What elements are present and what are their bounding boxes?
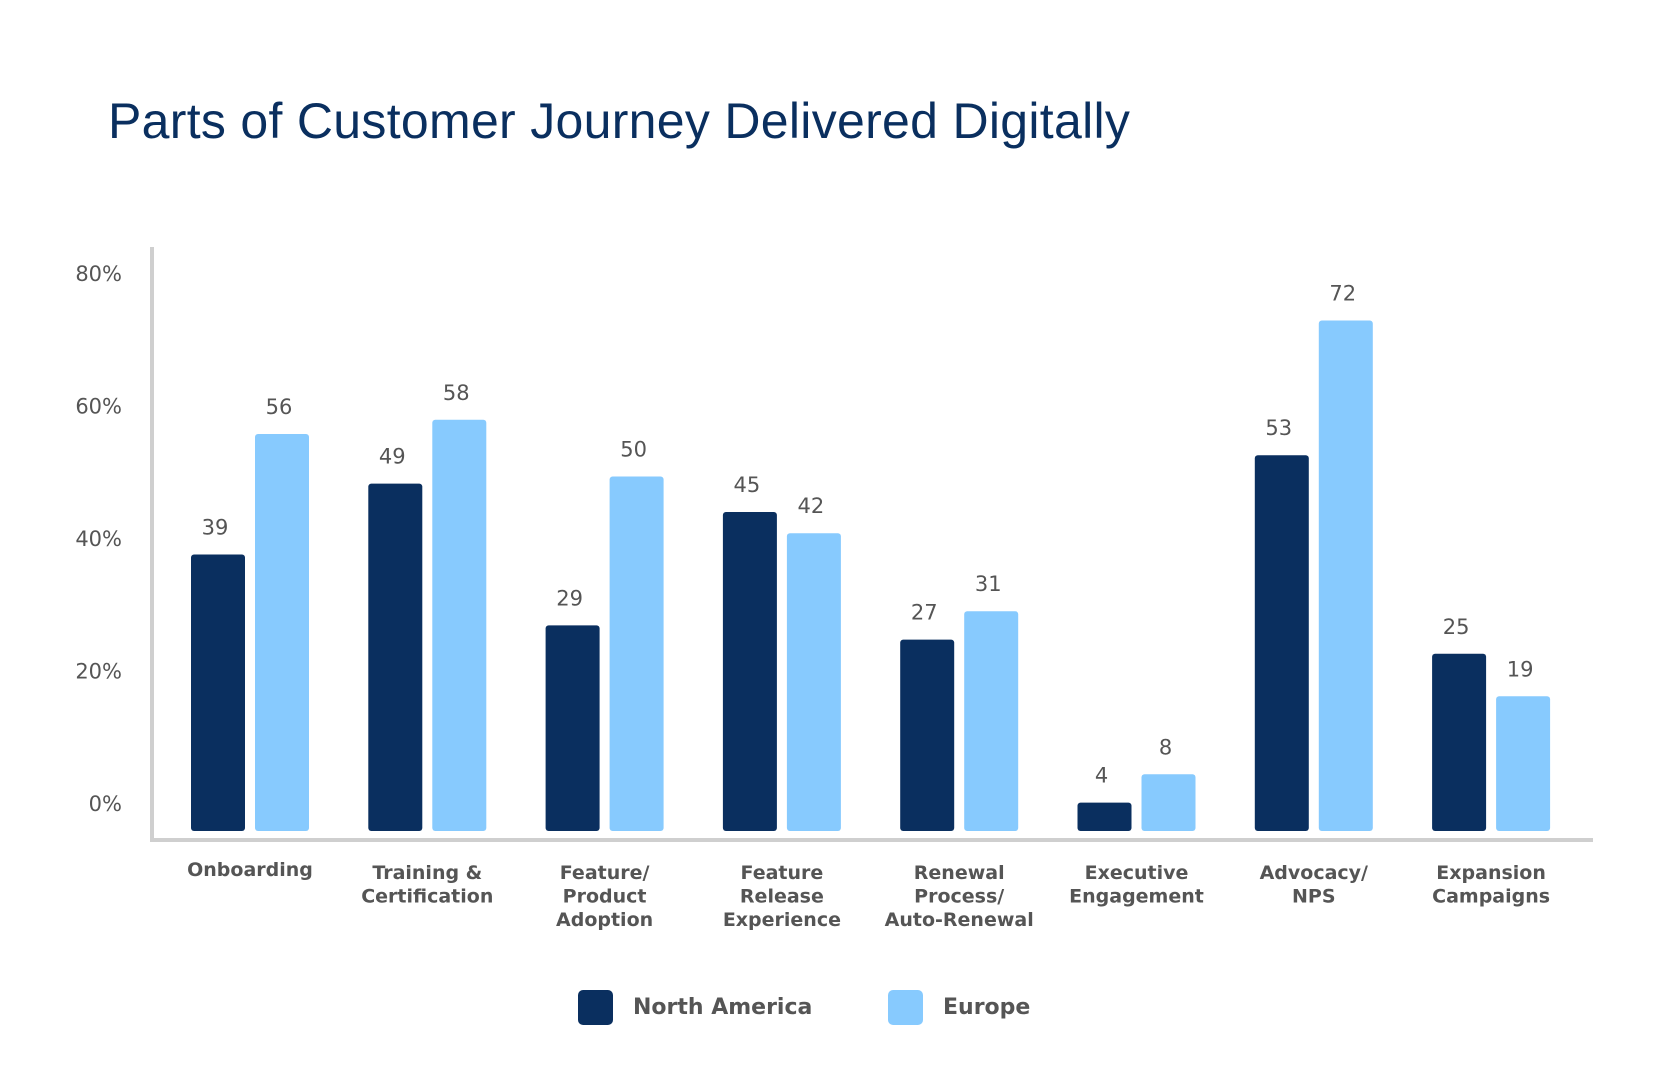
bar-north-america: [545, 625, 600, 831]
x-tick-label: Feature/: [560, 862, 650, 884]
x-tick-label: Advocacy/: [1260, 862, 1368, 884]
x-tick-label: Process/: [914, 886, 1004, 908]
data-label: 72: [1329, 282, 1356, 306]
bar-north-america: [368, 483, 423, 831]
data-label: 4: [1095, 764, 1108, 788]
data-label: 39: [202, 515, 229, 539]
legend-label: Europe: [943, 995, 1031, 1020]
data-label: 25: [1443, 615, 1470, 639]
data-label: 42: [798, 494, 825, 518]
x-tick-label: Renewal: [914, 862, 1005, 884]
y-tick-label: 60%: [75, 395, 122, 419]
x-tick-label: Release: [740, 886, 824, 908]
data-label: 49: [379, 445, 406, 469]
data-label: 50: [620, 438, 647, 462]
x-tick-label: NPS: [1292, 886, 1336, 908]
bar-europe: [1496, 696, 1551, 831]
bar-north-america: [722, 511, 777, 831]
bar-europe: [1318, 320, 1373, 831]
x-tick-label: Adoption: [556, 909, 653, 931]
bar-europe: [255, 433, 309, 831]
x-tick-label: Expansion: [1436, 862, 1546, 884]
data-label: 19: [1507, 657, 1534, 681]
x-tick-label: Product: [563, 886, 647, 908]
data-label: 29: [556, 586, 583, 610]
legend-swatch-europe: [888, 990, 923, 1025]
data-label: 58: [443, 381, 470, 405]
bar-europe: [1141, 774, 1196, 831]
data-label: 8: [1159, 735, 1172, 759]
x-tick-label: Feature: [741, 862, 824, 884]
legend-swatch-north-america: [578, 990, 613, 1025]
data-label: 31: [975, 572, 1002, 596]
data-label: 45: [734, 473, 761, 497]
x-tick-label: Executive: [1085, 862, 1189, 884]
bar-north-america: [191, 554, 245, 831]
y-tick-label: 80%: [75, 262, 122, 286]
y-tick-label: 20%: [75, 660, 122, 684]
bar-europe: [786, 533, 841, 831]
data-label: 27: [911, 601, 938, 625]
bar-europe: [432, 419, 487, 831]
bar-europe: [964, 611, 1019, 831]
y-tick-label: 0%: [89, 792, 122, 816]
y-tick-label: 40%: [75, 527, 122, 551]
data-label: 53: [1265, 416, 1292, 440]
data-label: 56: [266, 395, 293, 419]
bar-north-america: [1077, 802, 1132, 831]
bar-north-america: [1432, 653, 1487, 831]
x-tick-label: Campaigns: [1432, 886, 1550, 908]
x-tick-label: Certification: [361, 886, 493, 908]
x-tick-label: Training &: [372, 862, 482, 884]
bar-europe: [609, 476, 664, 831]
x-tick-label: Auto-Renewal: [885, 909, 1034, 931]
x-tick-label: Onboarding: [187, 859, 313, 881]
bar-north-america: [900, 639, 955, 831]
bar-north-america: [1254, 455, 1309, 831]
legend-label: North America: [633, 995, 813, 1020]
x-tick-label: Engagement: [1069, 886, 1204, 908]
x-tick-label: Experience: [723, 909, 841, 931]
chart-title: Parts of Customer Journey Delivered Digi…: [108, 93, 1131, 149]
legend-item-europe: Europe: [888, 990, 1030, 1025]
legend-item-north-america: North America: [578, 990, 812, 1025]
